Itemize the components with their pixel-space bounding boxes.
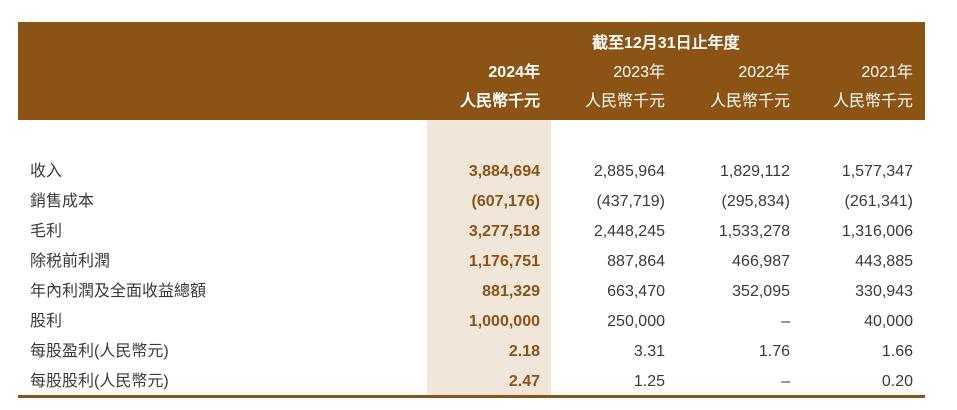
- cell-value: 2,448,245: [593, 223, 665, 240]
- row-label: 每股盈利(人民幣元): [30, 343, 169, 360]
- cell-value: 443,885: [855, 253, 913, 270]
- cell-value: 1,577,347: [841, 163, 913, 180]
- row-label: 每股股利(人民幣元): [30, 373, 169, 390]
- cell-value: 0.20: [881, 373, 913, 390]
- cell-value: 40,000: [864, 313, 913, 330]
- column-year: 2022年: [738, 64, 790, 81]
- cell-value: 1,533,278: [718, 223, 790, 240]
- cell-value: –: [781, 313, 790, 330]
- cell-value: 1.66: [881, 343, 913, 360]
- table-header-band: [18, 22, 925, 120]
- column-year: 2023年: [613, 64, 665, 81]
- cell-value: 1.76: [758, 343, 790, 360]
- cell-value: (295,834): [721, 193, 791, 210]
- cell-value: 2.47: [508, 373, 540, 390]
- column-unit: 人民幣千元: [709, 93, 790, 110]
- cell-value: 1,000,000: [468, 313, 540, 330]
- cell-value: 250,000: [607, 313, 665, 330]
- cell-value: 330,943: [855, 283, 913, 300]
- row-label: 毛利: [30, 223, 63, 240]
- cell-value: 352,095: [732, 283, 790, 300]
- current-year-highlight: [427, 120, 551, 397]
- bottom-rule: [18, 395, 925, 398]
- column-unit: 人民幣千元: [584, 93, 665, 110]
- cell-value: 1,176,751: [468, 253, 540, 270]
- cell-value: 887,864: [607, 253, 665, 270]
- cell-value: 2.18: [508, 343, 540, 360]
- cell-value: 881,329: [482, 283, 540, 300]
- cell-value: –: [781, 373, 790, 390]
- column-year: 2024年: [488, 64, 540, 81]
- cell-value: 3,884,694: [468, 163, 540, 180]
- cell-value: 3,277,518: [468, 223, 540, 240]
- cell-value: 3.31: [633, 343, 665, 360]
- cell-value: 1.25: [633, 373, 665, 390]
- cell-value: 1,316,006: [841, 223, 913, 240]
- cell-value: (261,341): [844, 193, 914, 210]
- row-label: 銷售成本: [30, 193, 95, 210]
- column-unit: 人民幣千元: [832, 93, 913, 110]
- row-label: 收入: [30, 163, 63, 180]
- cell-value: 1,829,112: [720, 163, 790, 180]
- row-label: 股利: [30, 313, 63, 330]
- cell-value: (607,176): [471, 193, 541, 210]
- cell-value: 2,885,964: [593, 163, 665, 180]
- row-label: 除税前利潤: [30, 253, 111, 270]
- period-heading: 截至12月31日止年度: [592, 35, 740, 52]
- row-label: 年內利潤及全面收益總額: [30, 283, 207, 300]
- column-unit: 人民幣千元: [459, 93, 540, 110]
- cell-value: 466,987: [732, 253, 790, 270]
- column-year: 2021年: [861, 64, 913, 81]
- cell-value: (437,719): [596, 193, 666, 210]
- cell-value: 663,470: [607, 283, 665, 300]
